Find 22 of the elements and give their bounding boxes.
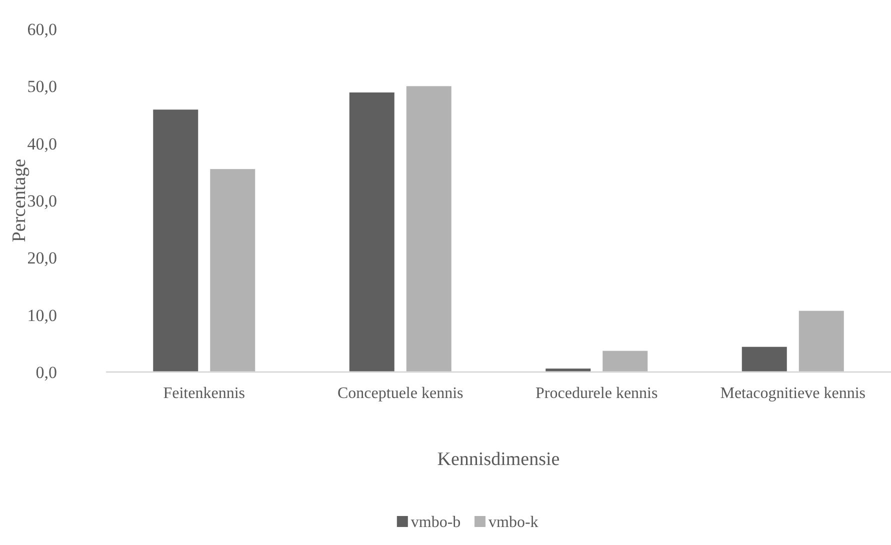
bar — [602, 350, 648, 372]
y-tick-label: 50,0 — [27, 77, 57, 96]
bar — [210, 169, 256, 372]
x-tick-label: Metacognitieve kennis — [720, 385, 866, 402]
y-tick-label: 30,0 — [27, 191, 57, 210]
x-tick-label: Feitenkennis — [163, 385, 246, 402]
bar — [798, 310, 844, 372]
y-tick-label: 60,0 — [27, 20, 57, 39]
x-axis-title: Kennisdimensie — [437, 449, 560, 470]
y-tick-label: 10,0 — [27, 306, 57, 325]
bar — [742, 346, 787, 372]
y-tick-label: 20,0 — [27, 248, 57, 268]
y-axis-title: Percentage — [9, 158, 30, 242]
x-tick-label: Conceptuele kennis — [338, 385, 464, 402]
bar — [406, 86, 452, 372]
x-tick-label: Procedurele kennis — [536, 385, 658, 402]
legend-label: vmbo-b — [410, 514, 461, 531]
y-tick-label: 0,0 — [36, 362, 57, 382]
y-tick-label: 40,0 — [27, 134, 57, 154]
legend-label: vmbo-k — [488, 514, 538, 531]
bar — [349, 92, 394, 372]
bar — [153, 110, 198, 372]
